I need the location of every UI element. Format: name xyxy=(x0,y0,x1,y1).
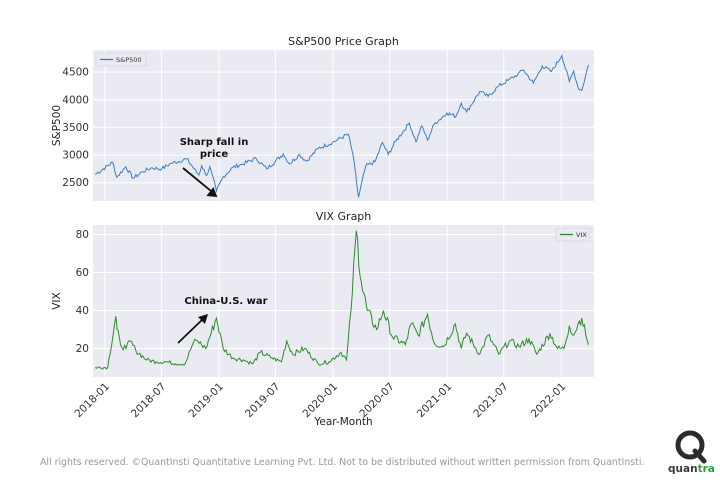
x-tick-label: 2020-01 xyxy=(300,381,340,421)
x-tick-label: 2019-01 xyxy=(186,381,226,421)
copyright-footer: All rights reserved. ©QuantInsti Quantit… xyxy=(40,457,645,468)
y-tick-label: 4500 xyxy=(62,67,89,79)
chart-title: VIX Graph xyxy=(316,210,372,223)
x-tick-label: 2020-07 xyxy=(357,381,397,421)
quantra-logo: quantra xyxy=(668,428,715,480)
legend-box xyxy=(95,52,147,67)
x-tick-label: 2022-01 xyxy=(529,381,569,421)
x-tick-label: 2021-07 xyxy=(471,381,511,421)
x-tick-label: 2019-07 xyxy=(243,381,283,421)
x-tick-label: 2018-07 xyxy=(129,381,169,421)
series-line-sp500 xyxy=(94,53,589,198)
annotation-arrow xyxy=(182,167,214,194)
y-tick-label: 4000 xyxy=(62,94,89,106)
quantra-logo-text: quantra xyxy=(668,463,715,475)
legend-label: S&P500 xyxy=(116,56,142,64)
annotation-text: China-U.S. war xyxy=(184,296,267,307)
y-tick-label: 3500 xyxy=(62,122,89,134)
annotation-arrowhead xyxy=(206,186,218,197)
quantra-q-icon xyxy=(675,430,707,464)
plot-area xyxy=(93,50,594,201)
legend-label: VIX xyxy=(576,231,587,239)
y-tick-label: 20 xyxy=(76,343,89,355)
x-axis-label: Year-Month xyxy=(313,416,372,428)
annotation-arrow xyxy=(177,317,205,344)
y-axis-label: S&P500 xyxy=(51,105,63,146)
chart-title: S&P500 Price Graph xyxy=(288,35,399,48)
series-line-vix xyxy=(94,230,589,370)
y-axis-label: VIX xyxy=(51,292,63,309)
x-tick-label: 2021-01 xyxy=(415,381,455,421)
annotation-arrowhead xyxy=(198,314,208,324)
y-tick-label: 40 xyxy=(76,305,89,317)
y-tick-label: 80 xyxy=(76,229,89,241)
x-tick-label: 2018-01 xyxy=(72,381,112,421)
y-tick-label: 60 xyxy=(76,267,89,279)
annotation-text: Sharp fall in xyxy=(180,137,249,148)
y-tick-label: 2500 xyxy=(62,177,89,189)
y-tick-label: 3000 xyxy=(62,150,89,162)
plot-area xyxy=(93,225,594,377)
annotation-text: price xyxy=(200,149,228,160)
